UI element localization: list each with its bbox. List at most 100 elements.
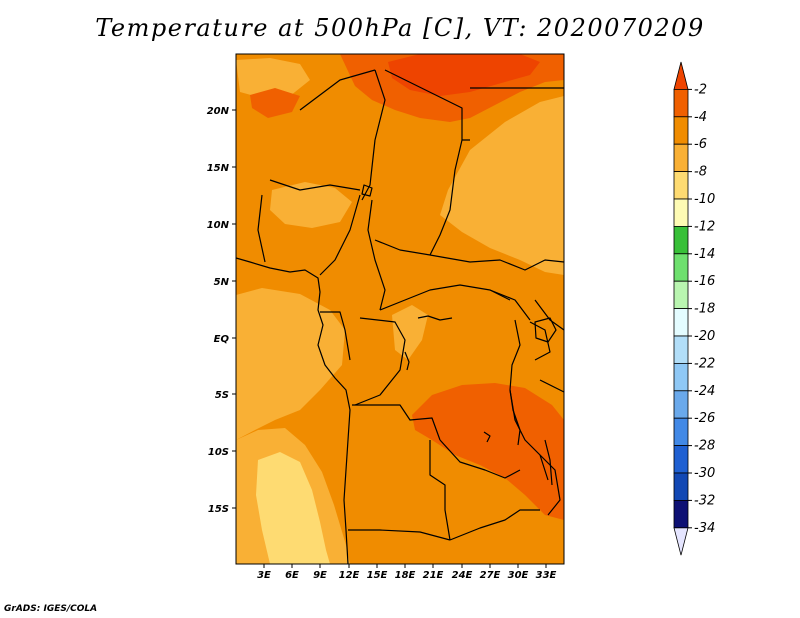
- colorbar-swatch: [673, 445, 689, 474]
- border-libya-sudan: [384, 69, 470, 141]
- lon-label-33e: 33E: [536, 570, 557, 581]
- lon-label-6e: 6E: [285, 570, 299, 581]
- colorbar-label: -4: [694, 110, 707, 125]
- colorbar-label: -14: [694, 247, 715, 262]
- lat-label-eq: EQ: [214, 334, 230, 345]
- temperature-field: [236, 54, 564, 564]
- border-nigeria-niger: [269, 179, 361, 191]
- lake-malawi: [544, 439, 553, 486]
- border-tanzania: [539, 379, 564, 393]
- lon-label-24e: 24E: [452, 570, 473, 581]
- lat-label-15s: 15S: [208, 504, 229, 515]
- colorbar-label: -12: [694, 219, 715, 234]
- lat-axis: 20N 15N 10N 5N EQ 5S 10S 15S: [207, 106, 236, 515]
- colorbar-label: -10: [694, 192, 715, 207]
- colorbar-swatch: [673, 362, 689, 392]
- lon-label-3e: 3E: [257, 570, 271, 581]
- lat-label-15n: 15N: [207, 163, 230, 174]
- lat-label-10s: 10S: [208, 447, 229, 458]
- border-sudan-ssudan: [429, 254, 564, 271]
- border-uganda: [529, 321, 551, 361]
- colorbar-swatch: [673, 89, 689, 118]
- lake-mweru: [483, 431, 491, 443]
- cool-region-east: [440, 96, 564, 275]
- colorbar-swatch: [673, 253, 689, 282]
- colorbar-label: -24: [694, 384, 715, 399]
- colorbar-label: -30: [694, 466, 715, 481]
- map-frame: [235, 53, 565, 565]
- colorbar-swatch: [673, 390, 689, 419]
- lon-label-30e: 30E: [508, 570, 529, 581]
- border-drc-zambia: [439, 439, 521, 479]
- lat-label-20n: 20N: [207, 106, 230, 117]
- cool-region-north: [236, 58, 310, 98]
- colorbar-swatch: [673, 143, 689, 172]
- colorbar-swatch: [673, 280, 689, 310]
- border-angola-zambia: [429, 440, 451, 541]
- border-chad-sudan: [429, 139, 463, 256]
- colorbar-arrow-top: [673, 61, 689, 90]
- country-borders: [236, 69, 564, 564]
- border-algeria-niger: [299, 69, 376, 111]
- cold-patch-southwest: [256, 452, 330, 564]
- colorbar-arrow-bottom: [673, 527, 689, 556]
- lon-label-15e: 15E: [367, 570, 388, 581]
- lake-chad: [361, 184, 373, 197]
- warm-region-southeast: [412, 383, 564, 520]
- lat-label-10n: 10N: [207, 220, 230, 231]
- border-angola-namibia: [348, 529, 451, 541]
- border-zambia-south: [449, 509, 540, 541]
- cool-region-sahel: [270, 182, 352, 228]
- lat-label-5s: 5S: [215, 390, 229, 401]
- colorbar-label: -32: [694, 493, 715, 508]
- lake-tanganyika: [509, 389, 521, 446]
- warm-region-northwest: [250, 88, 300, 118]
- cool-region-center: [392, 305, 428, 360]
- colorbar-label: -26: [694, 411, 715, 426]
- border-ssudan-drc: [489, 289, 531, 321]
- grads-credit: GrADS: IGES/COLA: [4, 604, 98, 614]
- colorbar-label: -22: [694, 356, 715, 371]
- border-cameroon-chad: [367, 199, 386, 311]
- colorbar-swatch: [673, 417, 689, 447]
- colorbar: -2 -4 -6 -8 -10 -12 -14 -16 -18 -20 -22 -24 -26 -28 -3…: [673, 61, 715, 556]
- colorbar-swatch: [673, 198, 689, 227]
- colorbar-swatch: [673, 499, 689, 529]
- colorbar-swatch: [673, 308, 689, 337]
- hot-region-north: [388, 54, 540, 96]
- border-congo-drc: [354, 317, 406, 406]
- border-niger-libya: [374, 69, 386, 141]
- colorbar-label: -28: [694, 439, 715, 454]
- colorbar-label: -34: [694, 521, 715, 536]
- colorbar-label: -8: [694, 165, 707, 180]
- border-gabon-congo: [320, 311, 351, 361]
- colorbar-swatch: [673, 335, 689, 364]
- colorbar-swatch: [673, 171, 689, 200]
- lon-label-18e: 18E: [395, 570, 416, 581]
- lon-axis: 3E 6E 9E 12E 15E 18E 21E 24E 27E 30E 33E: [257, 564, 557, 581]
- colorbar-label: -18: [694, 302, 715, 317]
- lon-label-21e: 21E: [423, 570, 444, 581]
- colorbar-label: -6: [694, 137, 707, 152]
- border-mozambique: [539, 454, 561, 516]
- colorbar-label: -2: [694, 82, 707, 97]
- cool-region-west: [236, 288, 345, 440]
- river-segment-a: [417, 315, 453, 321]
- coastline-west-africa: [236, 257, 351, 564]
- lake-victoria: [534, 317, 557, 343]
- colorbar-swatch: [673, 225, 689, 255]
- map-title: Temperature at 500hPa [C], VT: 202007020…: [95, 14, 705, 42]
- lat-label-5n: 5N: [214, 277, 230, 288]
- border-drc-angola: [352, 404, 441, 441]
- border-chad-car: [374, 239, 431, 256]
- colorbar-label: -20: [694, 329, 715, 344]
- border-nigeria-cameroon: [319, 194, 361, 276]
- river-segment-b: [404, 351, 410, 371]
- colorbar-swatch: [673, 116, 689, 145]
- lon-label-27e: 27E: [480, 570, 501, 581]
- colorbar-swatch: [673, 472, 689, 501]
- border-west-interior: [257, 194, 266, 263]
- border-kenya-ssudan: [534, 299, 564, 331]
- lon-label-9e: 9E: [313, 570, 327, 581]
